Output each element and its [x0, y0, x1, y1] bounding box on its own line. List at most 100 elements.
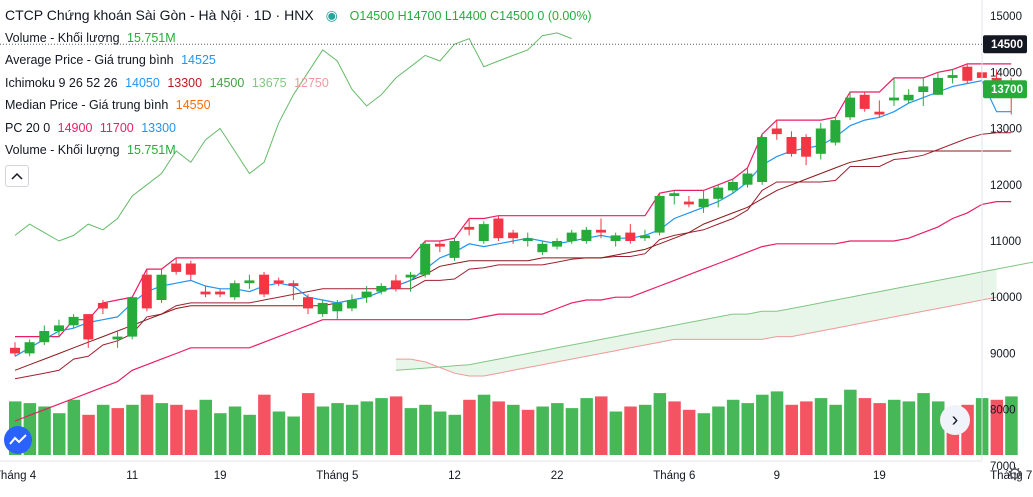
candle-body [420, 243, 431, 275]
volume-bar [609, 411, 623, 455]
y-tick-label: 12000 [990, 180, 1022, 192]
volume-bar [375, 398, 388, 455]
volume-bar [38, 406, 51, 455]
candle-body [171, 263, 182, 272]
candle-body [801, 137, 812, 157]
average-price-label: Average Price - Giá trung bình [5, 53, 174, 67]
candle-body [830, 120, 841, 143]
ichimoku-cloud [395, 269, 997, 376]
candle-body [200, 291, 211, 295]
candle-body [889, 97, 899, 101]
x-tick-label: 12 [448, 470, 461, 482]
x-tick-label: Tháng 6 [653, 470, 695, 482]
change-value: 0 (0.00%) [537, 9, 592, 23]
volume-bar [389, 396, 403, 455]
volume-bar [433, 411, 447, 455]
candle-body [771, 128, 782, 135]
candle-body [962, 66, 973, 81]
legend-volume[interactable]: Volume - Khối lượng 15.751M [5, 27, 592, 50]
volume-bar [565, 408, 579, 455]
wave-icon [9, 434, 27, 445]
volume-label: Volume - Khối lượng [5, 30, 120, 45]
median-price-label: Median Price - Giá trung bình [5, 98, 169, 112]
volume-bar [126, 404, 139, 455]
candle-body [537, 243, 548, 253]
volume-bar [917, 393, 930, 455]
candle-body [698, 198, 709, 208]
candle-body [742, 173, 753, 185]
volume-bar [829, 404, 842, 455]
candle-body [434, 243, 445, 247]
volume-bar [624, 406, 637, 455]
tradingview-logo-icon[interactable] [4, 426, 32, 454]
candle-body [156, 274, 167, 300]
settings-gear-icon[interactable]: ⚙ [1006, 464, 1024, 484]
volume-bar [140, 394, 154, 455]
scroll-to-realtime-button[interactable]: › [940, 405, 970, 435]
candle-body [640, 235, 650, 239]
price-tag-bg [983, 35, 1027, 54]
legend-header: CTCP Chứng khoán Sài Gòn - Hà Nội · 1D ·… [5, 4, 592, 27]
volume-bar [111, 408, 124, 455]
volume-bar [96, 404, 110, 455]
y-tick-label: 10000 [990, 292, 1022, 304]
volume-bar [228, 406, 242, 455]
volume-bar [741, 403, 754, 455]
candle-body [68, 316, 79, 326]
price-tag-bg [983, 80, 1027, 99]
symbol-title[interactable]: CTCP Chứng khoán Sài Gòn - Hà Nội · 1D ·… [5, 7, 314, 23]
candle-body [127, 297, 138, 337]
y-tick-label: 13000 [990, 124, 1022, 136]
candle-body [303, 297, 313, 309]
candle-body [566, 232, 577, 241]
volume-bar [639, 404, 652, 455]
volume-bar [243, 414, 256, 455]
y-tick-label: 15000 [990, 11, 1022, 23]
collapse-legend-button[interactable] [5, 164, 29, 187]
legend-ichimoku[interactable]: Ichimoku 9 26 52 26 14050 13300 14500 13… [5, 72, 592, 95]
ichimoku-tenkan-value: 14050 [125, 75, 160, 90]
chevron-right-icon: › [951, 408, 959, 431]
median-price-value: 14550 [175, 98, 211, 112]
ichimoku-chikou-line [14, 32, 572, 242]
candle-body [669, 193, 680, 196]
candle-body [361, 291, 372, 298]
pc-lower-line [14, 201, 1012, 422]
y-tick-label: 8000 [990, 405, 1016, 417]
pc-mid-value: 13300 [141, 120, 176, 135]
candle-body [918, 86, 929, 92]
candle-body [39, 331, 50, 343]
x-tick-label: 9 [774, 470, 780, 482]
volume-bar [345, 404, 359, 455]
volume-bar [682, 409, 696, 455]
volume-bar [536, 406, 549, 455]
candle-body [24, 342, 35, 354]
volume-bar [785, 404, 798, 455]
volume-bar [770, 391, 784, 455]
volume-bar [67, 399, 81, 455]
legend-average-price[interactable]: Average Price - Giá trung bình 14525 [5, 49, 592, 72]
volume-bar [595, 396, 608, 455]
volume-bar [170, 404, 183, 455]
x-tick-label: 22 [551, 470, 564, 482]
pc-lower-value: 11700 [99, 120, 134, 135]
candle-body [596, 229, 606, 233]
volume-bar [873, 403, 886, 455]
legend-panel: CTCP Chứng khoán Sài Gòn - Hà Nội · 1D ·… [5, 4, 592, 187]
volume-value-2: 15.751M [127, 143, 176, 157]
x-tick-label: Tháng 7 [990, 470, 1032, 482]
legend-price-channel[interactable]: PC 20 0 14900 11700 13300 [5, 117, 592, 140]
ichimoku-kijun-value: 13300 [167, 75, 203, 90]
volume-bar [844, 389, 857, 455]
x-tick-label: Tháng 5 [316, 470, 358, 482]
y-tick-label: 7000 [990, 461, 1016, 473]
volume-value: 15.751M [127, 30, 176, 45]
legend-volume-2[interactable]: Volume - Khối lượng 15.751M [5, 139, 592, 162]
y-tick-label: 11000 [990, 236, 1021, 248]
legend-median-price[interactable]: Median Price - Giá trung bình 14550 [5, 94, 592, 117]
volume-bar [1005, 396, 1018, 455]
candle-body [97, 302, 108, 309]
candle-body [346, 300, 357, 309]
candle-body [54, 325, 64, 331]
